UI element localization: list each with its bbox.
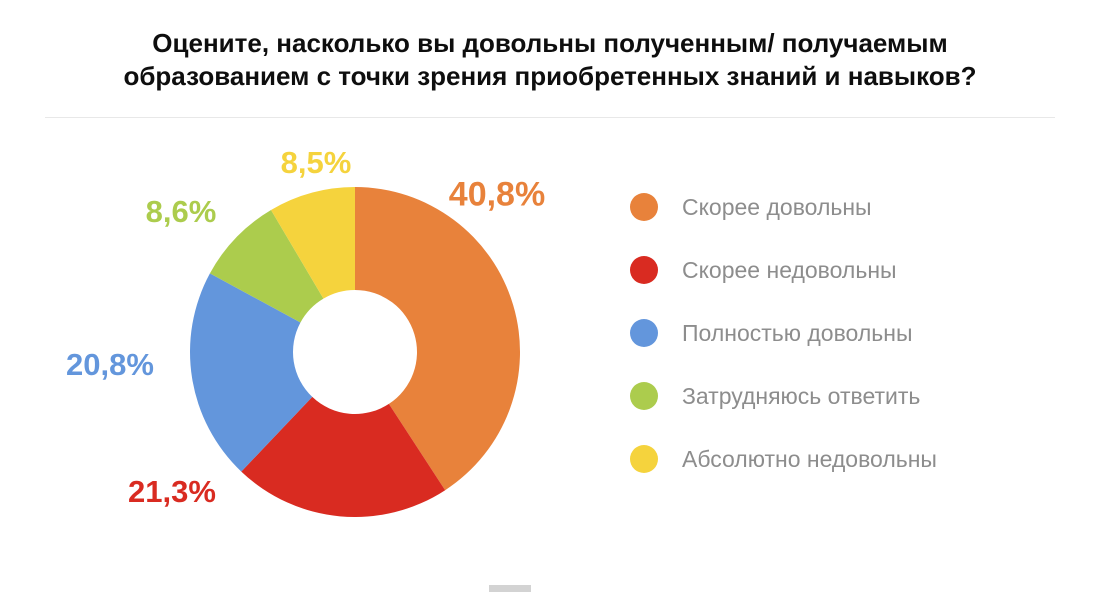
legend-item: Скорее недовольны xyxy=(630,256,937,284)
slice-value-label: 8,5% xyxy=(280,145,352,180)
legend-item-label: Затрудняюсь ответить xyxy=(682,382,921,409)
slice-value-label: 21,3% xyxy=(128,474,216,509)
chart-title: Оцените, насколько вы довольны полученны… xyxy=(123,28,977,92)
chart-legend: Скорее довольны Скорее недовольны Полнос… xyxy=(630,193,937,473)
legend-color-dot xyxy=(630,445,658,473)
legend-color-dot xyxy=(630,193,658,221)
legend-item: Затрудняюсь ответить xyxy=(630,382,937,410)
legend-item: Скорее довольны xyxy=(630,193,937,221)
legend-item-label: Скорее довольны xyxy=(682,193,872,220)
legend-item: Абсолютно недовольны xyxy=(630,445,937,473)
legend-item-label: Полностью довольны xyxy=(682,319,913,346)
donut-slice xyxy=(271,187,355,299)
donut-slice xyxy=(190,273,313,472)
legend-color-dot xyxy=(630,256,658,284)
bottom-page-indicator xyxy=(489,585,531,592)
legend-item-label: Абсолютно недовольны xyxy=(682,445,937,472)
donut-slice xyxy=(241,396,446,517)
slice-value-label: 8,6% xyxy=(145,194,217,229)
title-divider xyxy=(45,117,1055,118)
donut-slice xyxy=(355,187,520,491)
legend-color-dot xyxy=(630,319,658,347)
slice-value-label: 40,8% xyxy=(448,175,546,214)
slice-value-label: 20,8% xyxy=(66,347,154,382)
legend-item: Полностью довольны xyxy=(630,319,937,347)
donut-chart xyxy=(190,187,520,517)
legend-item-label: Скорее недовольны xyxy=(682,256,897,283)
donut-slice xyxy=(209,209,324,323)
legend-color-dot xyxy=(630,382,658,410)
